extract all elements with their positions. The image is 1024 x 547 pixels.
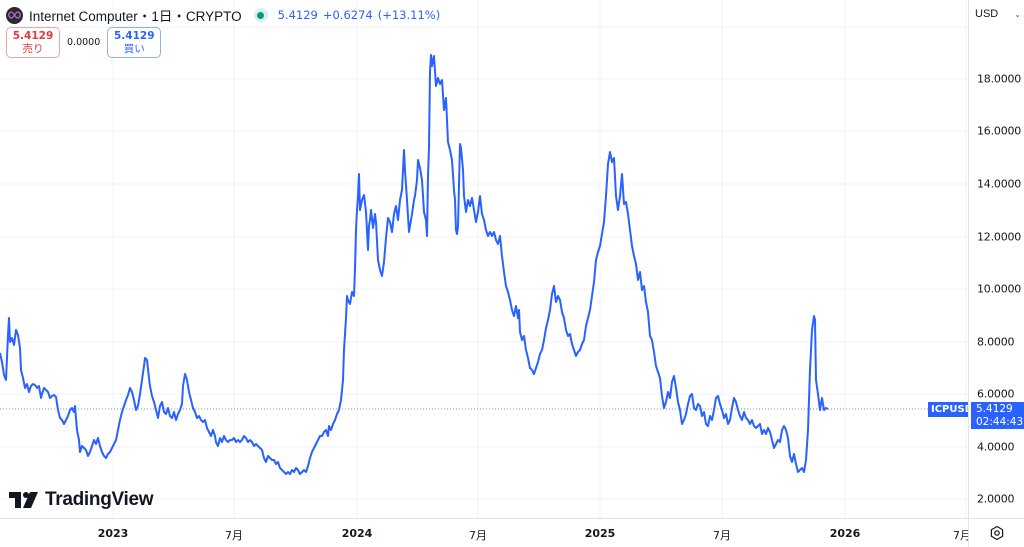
- price-tick: 16.0000: [977, 124, 1022, 138]
- trade-buttons: 5.4129 売り 0.0000 5.4129 買い: [6, 27, 162, 58]
- watermark-text: TradingView: [45, 489, 154, 510]
- title-separator: ・: [172, 9, 186, 24]
- title-separator: ・: [137, 9, 152, 24]
- sell-button[interactable]: 5.4129 売り: [6, 27, 60, 58]
- price-line: [0, 54, 829, 475]
- time-tick-month: 7月: [469, 529, 487, 542]
- price-tick: 8.0000: [977, 335, 1015, 349]
- settings-gear-icon: [990, 525, 1003, 541]
- exchange-label: CRYPTO: [185, 9, 242, 24]
- time-tick-year: 2026: [829, 527, 861, 540]
- last-price-symbol-label: ICPUSD: [928, 402, 968, 417]
- spread-value: 0.0000: [67, 37, 101, 48]
- price-tick: 6.0000: [977, 387, 1015, 401]
- time-tick-year: 2023: [97, 527, 129, 540]
- plot-area[interactable]: Internet Computer・1日・CRYPTO 5.4129 +0.62…: [0, 0, 968, 518]
- legend-change-pct: (+13.11%): [377, 8, 441, 22]
- symbol-title[interactable]: Internet Computer・1日・CRYPTO: [29, 5, 242, 25]
- vertical-gridlines: [112, 0, 967, 518]
- time-tick-month: 7月: [225, 529, 243, 542]
- currency-select[interactable]: USD ⌄: [975, 5, 1021, 23]
- legend-last-price: 5.4129: [277, 8, 318, 22]
- last-price-marker: 5.4129 02:44:43: [971, 402, 1024, 429]
- interval-label: 1日: [151, 9, 173, 24]
- horizontal-gridlines: [0, 26, 968, 500]
- buy-label: 買い: [123, 42, 145, 55]
- time-tick-month: 7月: [713, 529, 731, 542]
- chart-settings-button[interactable]: [968, 518, 1024, 547]
- time-axis[interactable]: 2023 7月 2024 7月 2025 7月 2026 7月: [0, 518, 971, 547]
- price-tick: 12.0000: [977, 230, 1022, 244]
- market-status-icon[interactable]: [253, 8, 268, 22]
- chart-legend: Internet Computer・1日・CRYPTO 5.4129 +0.62…: [6, 5, 440, 25]
- bar-countdown: 02:44:43: [976, 415, 1024, 428]
- price-tick: 10.0000: [977, 282, 1022, 296]
- chevron-down-icon: ⌄: [1014, 9, 1021, 19]
- price-axis[interactable]: USD ⌄ 18.0000 16.0000 14.0000 12.0000 10…: [968, 0, 1024, 518]
- price-tick: 2.0000: [977, 492, 1015, 506]
- price-tick: 14.0000: [977, 177, 1022, 191]
- sell-price: 5.4129: [12, 29, 54, 42]
- price-tick: 4.0000: [977, 440, 1015, 454]
- last-price-value: 5.4129: [976, 403, 1013, 415]
- buy-button[interactable]: 5.4129 買い: [107, 27, 162, 58]
- buy-price: 5.4129: [113, 29, 155, 42]
- time-tick-month: 7月: [953, 529, 971, 542]
- sell-label: 売り: [22, 42, 44, 55]
- legend-change: +0.6274: [322, 8, 373, 22]
- legend-values: 5.4129 +0.6274 (+13.11%): [278, 8, 441, 22]
- price-tick: 18.0000: [977, 72, 1022, 86]
- currency-label: USD: [975, 8, 999, 20]
- internet-computer-logo-icon: [6, 6, 23, 24]
- time-tick-year: 2024: [341, 527, 373, 540]
- price-chart[interactable]: [0, 0, 968, 518]
- tradingview-watermark[interactable]: TradingView: [9, 489, 154, 511]
- tradingview-logo-icon: [9, 492, 38, 508]
- time-tick-year: 2025: [584, 527, 616, 540]
- symbol-name: Internet Computer: [29, 9, 138, 24]
